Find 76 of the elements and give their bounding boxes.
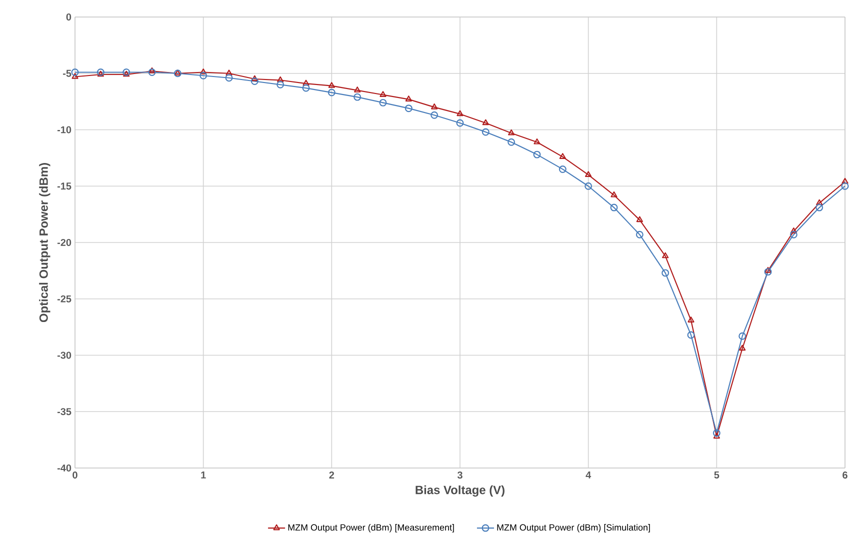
point [431, 103, 438, 110]
point [302, 84, 310, 92]
point [148, 68, 156, 76]
x-tick-label: 2 [329, 472, 334, 478]
point [713, 432, 720, 439]
point [200, 72, 208, 80]
point [764, 268, 772, 276]
point [790, 227, 797, 234]
point [533, 150, 541, 158]
x-tick-label: 5 [714, 472, 720, 478]
point [148, 67, 156, 74]
point [764, 266, 772, 273]
x-axis-title: Bias Voltage (V) [416, 485, 504, 497]
point [534, 138, 540, 144]
point [72, 73, 78, 79]
y-tick-label: -5 [63, 70, 72, 77]
point [662, 252, 669, 258]
point [71, 68, 79, 76]
y-tick-label: 0 [66, 13, 72, 21]
point [456, 110, 464, 116]
point [404, 104, 412, 112]
point [354, 86, 361, 92]
y-tick-label: -20 [57, 238, 72, 246]
point [688, 316, 694, 322]
y-tick-label: -35 [57, 408, 72, 416]
point [302, 80, 310, 86]
point [482, 128, 490, 136]
point [816, 199, 823, 206]
y-tick-label: -10 [57, 126, 72, 134]
point [225, 74, 233, 82]
point [585, 171, 592, 177]
point [200, 68, 207, 74]
point [482, 119, 489, 126]
point [636, 216, 643, 222]
point [430, 111, 438, 119]
point [379, 98, 387, 106]
point [226, 70, 232, 76]
point [610, 191, 618, 198]
point [508, 129, 515, 136]
x-tick-label: 3 [457, 472, 462, 479]
x-tick-label: 4 [586, 472, 592, 478]
legend-label: MZM Output Power (dBm) [Measurement] [288, 524, 454, 532]
point [662, 269, 670, 277]
point [790, 230, 798, 238]
point [584, 182, 592, 190]
y-tick-label: -40 [57, 464, 72, 472]
point [610, 204, 618, 212]
point [250, 78, 258, 86]
point [328, 88, 336, 96]
y-axis-title: Optical Output Power (dBm) [39, 163, 50, 322]
point [277, 76, 284, 82]
point [558, 165, 566, 173]
point [712, 429, 720, 437]
point [276, 80, 284, 88]
point [841, 182, 849, 190]
point [508, 138, 516, 146]
point [559, 153, 566, 159]
x-tick-label: 0 [72, 472, 78, 479]
y-tick-label: -30 [57, 352, 72, 359]
point [687, 331, 695, 339]
y-tick-label: -25 [57, 295, 72, 302]
point [739, 344, 746, 351]
point [251, 75, 258, 82]
x-tick-label: 6 [842, 472, 848, 479]
point [816, 204, 824, 212]
point [842, 178, 848, 184]
point [636, 230, 644, 238]
point [456, 119, 464, 127]
legend-label: MZM Output Power (dBm) [Simulation] [497, 524, 650, 532]
point [354, 93, 362, 101]
point [380, 91, 386, 97]
y-tick-label: -15 [57, 182, 72, 190]
point [738, 332, 746, 340]
x-tick-label: 1 [201, 472, 206, 478]
point [405, 96, 412, 102]
point [328, 82, 335, 88]
